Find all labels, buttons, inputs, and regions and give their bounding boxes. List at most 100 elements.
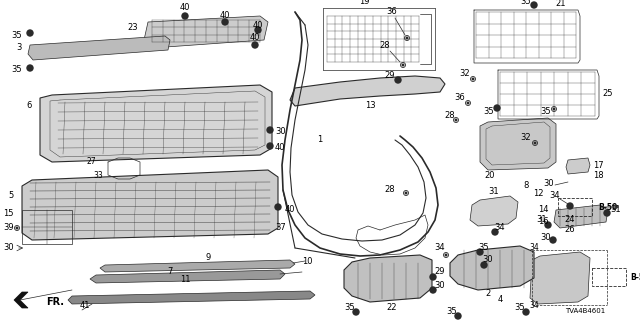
Text: 31: 31 [610,205,621,214]
Text: TVA4B4601: TVA4B4601 [564,308,605,314]
Text: 21: 21 [556,0,566,7]
Text: 30: 30 [483,255,493,265]
Text: 30: 30 [541,233,551,242]
Circle shape [567,203,573,209]
Circle shape [430,287,436,293]
Text: FR.: FR. [46,297,64,307]
Polygon shape [450,246,534,290]
Text: 40: 40 [250,34,260,43]
Circle shape [430,274,436,280]
Text: 22: 22 [387,303,397,313]
Circle shape [395,77,401,83]
Circle shape [406,37,408,39]
Text: 35: 35 [447,308,458,316]
Circle shape [523,309,529,315]
Text: 40: 40 [253,20,263,29]
Text: 13: 13 [365,101,375,110]
Text: 39: 39 [3,223,14,233]
Text: B-50: B-50 [630,273,640,282]
Text: 31: 31 [537,215,547,225]
Bar [592,268,626,286]
Text: 6: 6 [27,100,32,109]
Text: 5: 5 [9,190,14,199]
Circle shape [472,78,474,80]
Circle shape [550,237,556,243]
Text: 35: 35 [12,66,22,75]
Circle shape [553,108,555,110]
Text: 19: 19 [359,0,369,6]
Text: 30: 30 [3,244,14,252]
Text: 14: 14 [538,205,549,214]
Text: 37: 37 [275,223,285,233]
Text: 9: 9 [205,253,211,262]
Text: 35: 35 [345,303,355,313]
Text: 11: 11 [180,276,190,284]
Circle shape [16,227,18,229]
Polygon shape [68,291,315,304]
Text: 40: 40 [275,143,285,153]
Text: 8: 8 [524,180,529,189]
Text: 36: 36 [454,93,465,102]
Polygon shape [344,255,432,302]
Bar [558,198,592,216]
Circle shape [481,262,487,268]
Polygon shape [554,205,608,228]
Text: 34: 34 [529,301,539,310]
Text: 30: 30 [434,281,445,290]
Circle shape [545,222,551,228]
Text: 31: 31 [489,188,499,196]
Text: 2: 2 [485,290,491,299]
Text: 20: 20 [484,171,495,180]
Circle shape [252,42,258,48]
Polygon shape [22,170,278,240]
Polygon shape [90,270,285,283]
Polygon shape [530,252,590,304]
Circle shape [531,2,537,8]
Circle shape [467,102,468,104]
Text: 35: 35 [521,0,531,5]
Polygon shape [480,118,556,170]
Text: 40: 40 [220,11,230,20]
Text: 40: 40 [285,205,296,214]
Circle shape [492,229,498,235]
Text: 35: 35 [12,30,22,39]
Bar [22,210,72,244]
Text: 34: 34 [550,191,560,201]
Polygon shape [566,158,590,174]
Text: 30: 30 [544,179,554,188]
Text: 24: 24 [564,215,575,225]
Circle shape [267,127,273,133]
Circle shape [604,210,610,216]
Polygon shape [28,36,170,60]
Text: 12: 12 [532,188,543,197]
Text: 3: 3 [17,44,22,52]
Text: 4: 4 [497,295,502,305]
Text: B-50: B-50 [598,203,617,212]
Circle shape [402,64,404,66]
Circle shape [455,119,457,121]
Polygon shape [100,260,295,272]
Text: 35: 35 [479,244,490,252]
Text: 28: 28 [445,110,455,119]
Polygon shape [40,85,272,162]
Text: 28: 28 [380,42,390,51]
Text: 35: 35 [541,108,551,116]
Polygon shape [470,196,518,226]
Text: 35: 35 [484,108,494,116]
Text: 27: 27 [86,157,96,166]
Polygon shape [14,292,28,308]
Circle shape [405,192,407,194]
Text: 32: 32 [460,69,470,78]
Circle shape [353,309,359,315]
Circle shape [534,142,536,144]
Text: 29: 29 [434,268,445,276]
Text: 35: 35 [515,303,525,313]
Text: 25: 25 [602,89,612,98]
Text: 34: 34 [529,243,539,252]
Circle shape [255,27,261,33]
Text: 15: 15 [3,209,14,218]
Text: 34: 34 [495,223,506,233]
Text: 29: 29 [385,71,396,81]
Text: 10: 10 [302,257,312,266]
Text: 32: 32 [521,133,531,142]
